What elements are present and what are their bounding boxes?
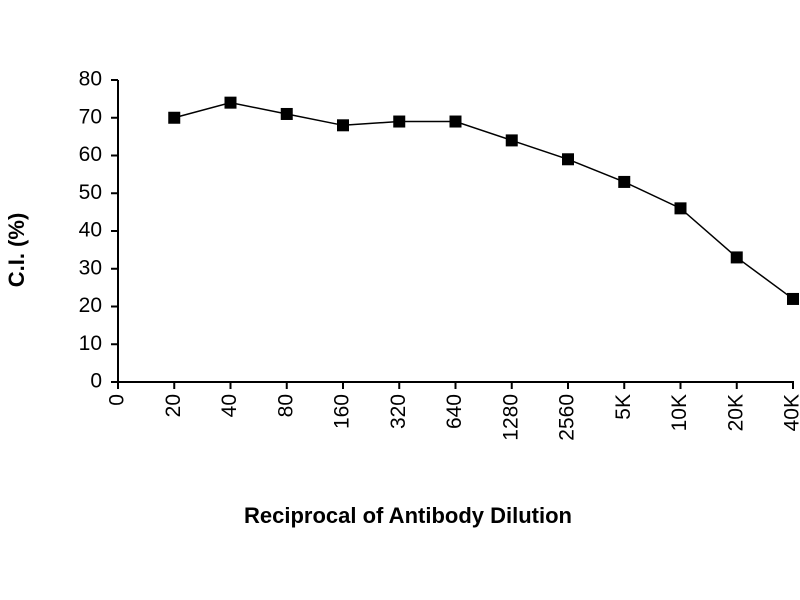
data-point (505, 134, 518, 147)
x-tick-label: 2560 (556, 394, 579, 441)
y-axis-title: C.I. (%) (4, 213, 29, 288)
data-line (174, 101, 794, 300)
y-tick-label: 30 (79, 256, 102, 279)
data-point (562, 153, 574, 166)
x-tick-label: 0 (106, 394, 129, 406)
data-point (449, 115, 462, 128)
data-point (674, 202, 687, 215)
x-tick-label: 640 (443, 394, 466, 429)
y-tick-label: 20 (79, 294, 102, 317)
y-tick-label: 60 (79, 143, 102, 166)
x-tick-label: 5K (612, 394, 635, 420)
x-tick-label: 1280 (499, 394, 522, 441)
x-tick-label: 10K (668, 394, 691, 431)
y-tick-label: 50 (79, 181, 102, 204)
x-tick-label: 20 (162, 394, 185, 417)
data-point (618, 175, 631, 188)
x-tick-label: 160 (331, 394, 354, 429)
data-point (224, 96, 237, 109)
y-tick-label: 0 (90, 370, 102, 393)
x-tick-label: 20K (724, 394, 747, 431)
y-tick-label: 70 (79, 105, 102, 128)
data-point (280, 107, 293, 120)
x-tick-label: 80 (274, 394, 297, 417)
x-tick-label: 320 (387, 394, 410, 429)
y-tick-label: 10 (79, 332, 102, 355)
data-point (730, 251, 743, 264)
data-point (787, 292, 799, 305)
x-tick-label: 40 (218, 394, 241, 417)
data-point (393, 115, 406, 128)
y-tick-label: 40 (79, 219, 102, 242)
x-tick-label: 40K (781, 394, 800, 431)
y-tick-label: 80 (79, 68, 102, 91)
data-point (168, 111, 181, 124)
data-point (337, 119, 349, 132)
x-axis-title: Reciprocal of Antibody Dilution (244, 503, 572, 528)
